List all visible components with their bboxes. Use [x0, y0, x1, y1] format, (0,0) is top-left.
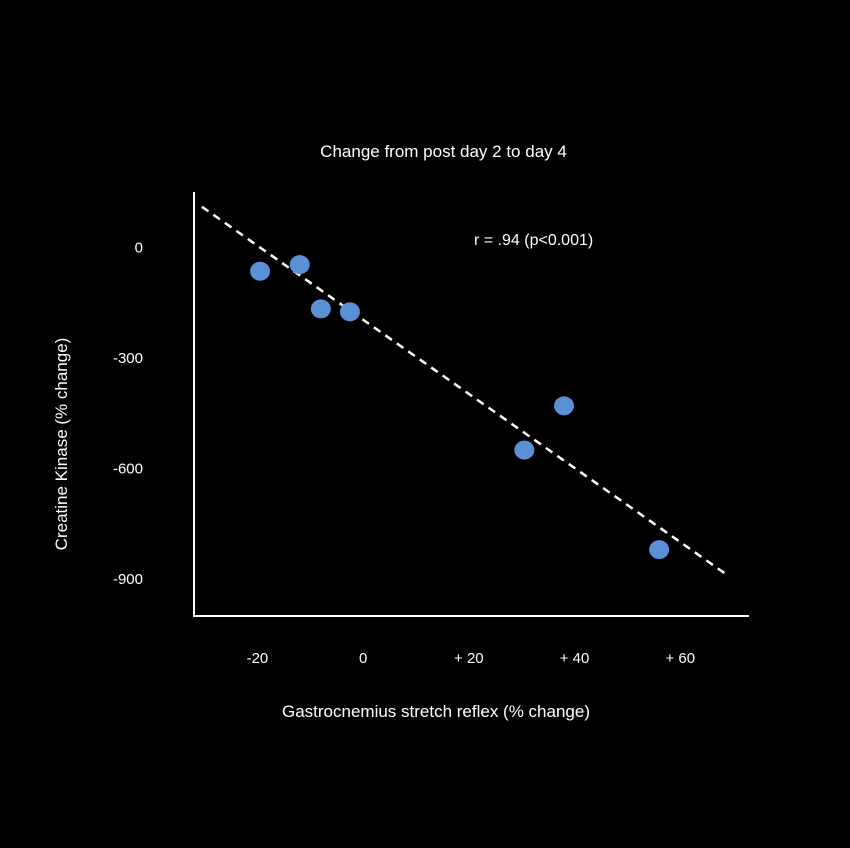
x-axis-label: Gastrocnemius stretch reflex (% change) — [281, 702, 590, 721]
x-tick-label: 0 — [359, 650, 367, 667]
x-tick-label: + 20 — [454, 650, 484, 667]
data-point — [554, 396, 574, 416]
chart-title: Change from post day 2 to day 4 — [320, 142, 567, 161]
data-point — [514, 440, 535, 460]
correlation-annotation: r = .94 (p<0.001) — [474, 232, 594, 249]
y-tick-label: -600 — [113, 461, 143, 478]
data-point — [310, 299, 331, 319]
x-tick-label: -20 — [247, 650, 269, 667]
y-tick-label: -900 — [113, 571, 143, 588]
trendline — [201, 205, 729, 577]
data-point — [649, 540, 670, 560]
x-tick-label: + 60 — [665, 650, 695, 667]
data-point — [289, 255, 310, 275]
data-point — [339, 302, 360, 322]
y-tick-label: 0 — [135, 239, 143, 256]
x-tick-label: + 40 — [560, 650, 590, 667]
y-tick-label: -300 — [113, 350, 143, 367]
data-point — [250, 261, 271, 281]
